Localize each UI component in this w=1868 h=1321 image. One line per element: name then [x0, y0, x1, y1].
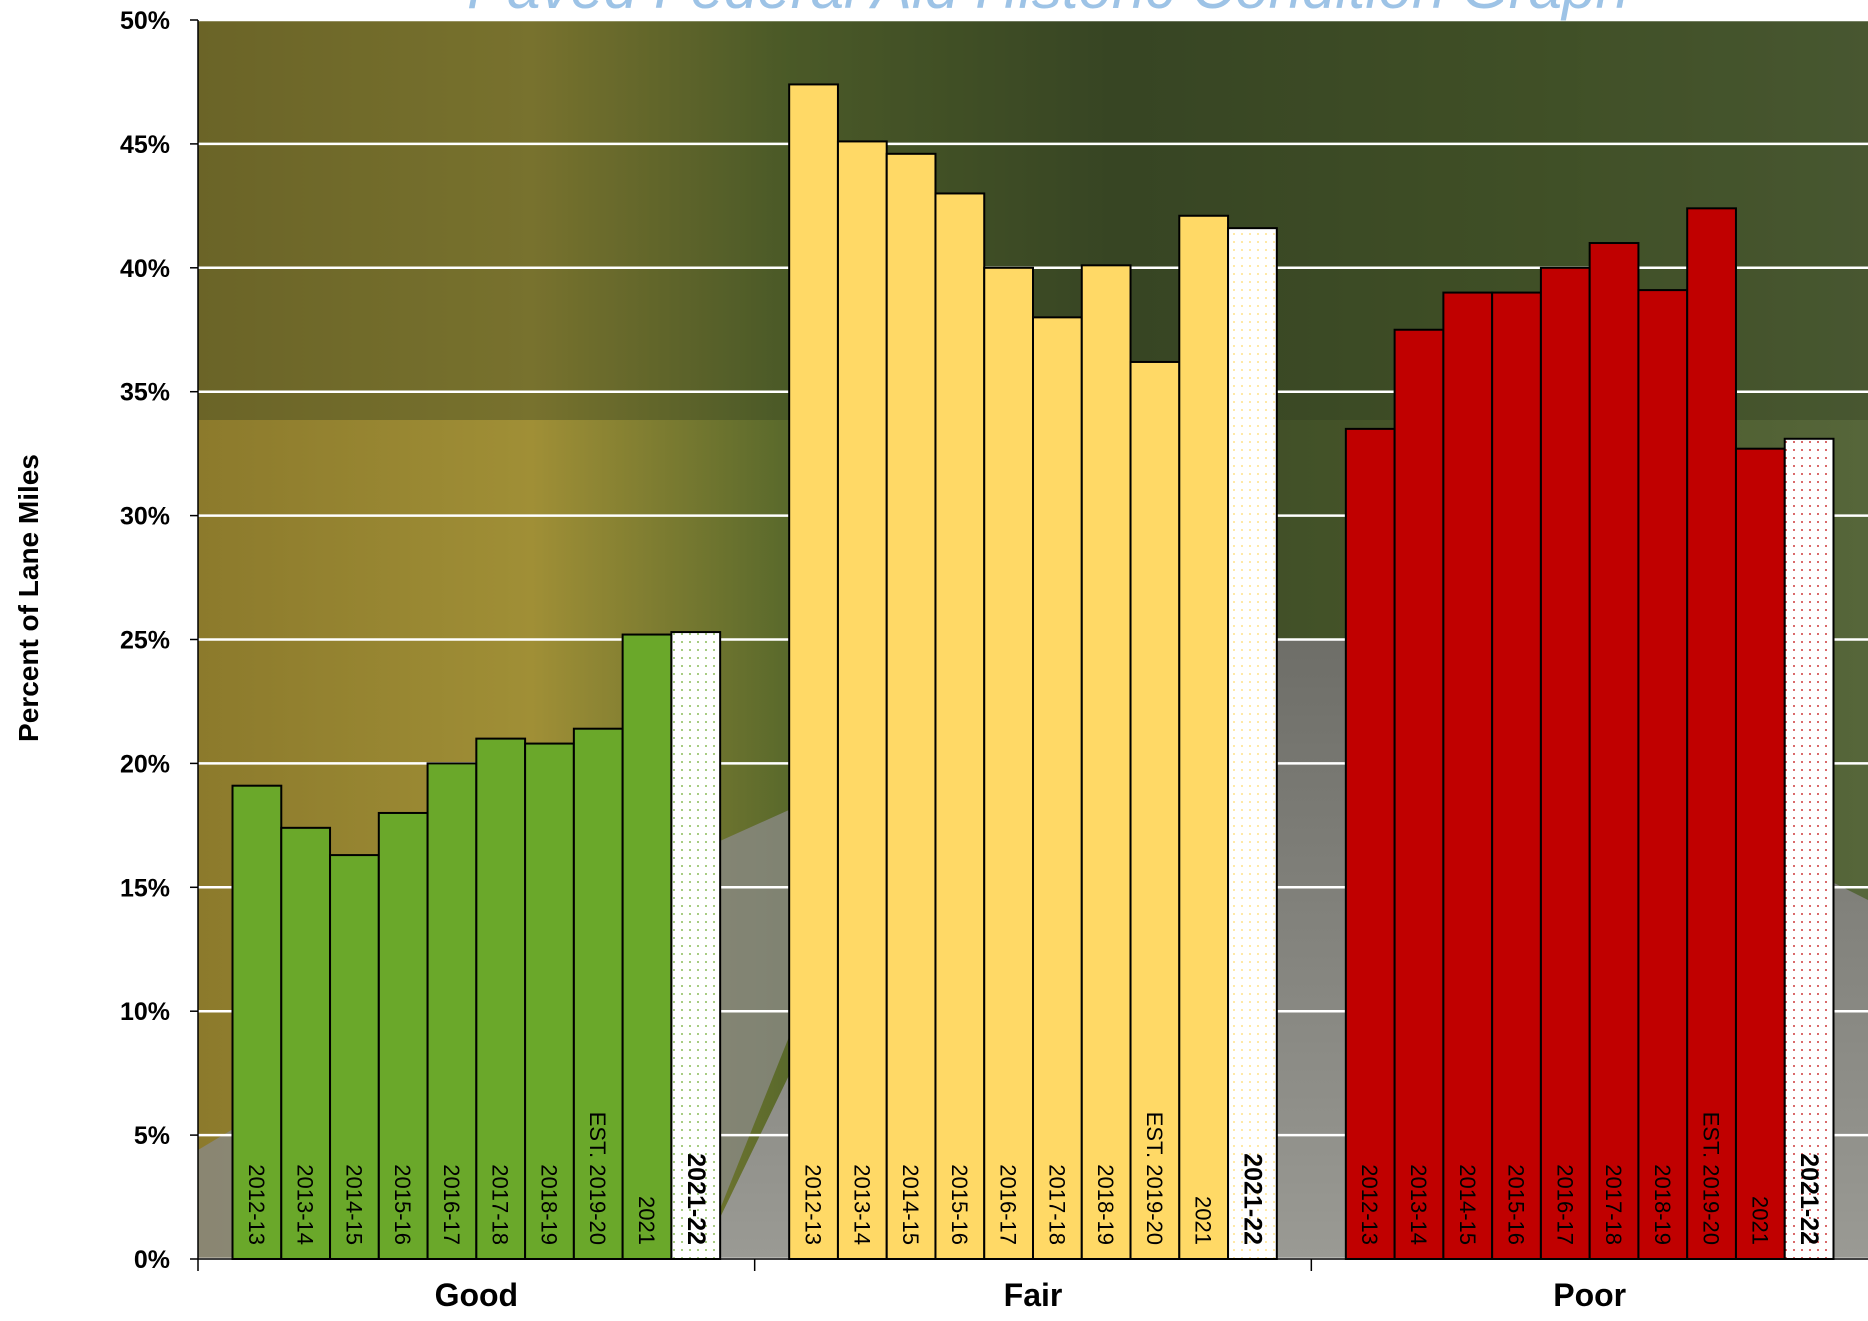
bar-label: 2015-16 — [947, 1164, 972, 1245]
bar — [1539, 266, 1591, 1260]
y-tick-label: 25% — [120, 627, 170, 655]
bar-label: 2014-15 — [341, 1164, 366, 1245]
bar — [1783, 437, 1835, 1261]
y-tick-label: 0% — [134, 1246, 170, 1274]
category-label: Fair — [1004, 1277, 1063, 1313]
bar — [934, 192, 986, 1261]
y-tick-label: 50% — [120, 7, 170, 35]
bar — [670, 631, 722, 1260]
bar — [1227, 227, 1278, 1261]
bar — [1032, 316, 1083, 1260]
bar-label: 2015-16 — [390, 1164, 415, 1245]
bar-label: 2018-19 — [1093, 1164, 1118, 1245]
bar-label: 2018-19 — [1650, 1164, 1675, 1245]
bar — [329, 854, 380, 1260]
bar-label: 2021-22 — [1795, 1153, 1823, 1245]
y-tick-label: 5% — [134, 1122, 170, 1150]
bar — [983, 266, 1035, 1260]
bar — [1637, 289, 1689, 1260]
category-label: Poor — [1553, 1277, 1626, 1313]
bar-label: 2018-19 — [536, 1164, 561, 1245]
bar — [1178, 214, 1230, 1261]
bar-label: 2021 — [1747, 1196, 1772, 1245]
y-tick-label: 15% — [120, 874, 170, 902]
chart-title: Paved Federal Aid Historic Condition Gra… — [467, 0, 1629, 21]
bar — [524, 742, 575, 1260]
bar — [1588, 242, 1640, 1260]
bar-label: 2021 — [1191, 1196, 1216, 1245]
bar-label: EST. 2019-20 — [1142, 1112, 1167, 1245]
labels: 0% 5% 10% 15% 20% 25% 30% 35% 40% 45% 50% Good Fair P… — [120, 7, 1868, 1313]
bar — [231, 784, 283, 1261]
bar — [1491, 291, 1542, 1260]
bar — [1442, 291, 1494, 1260]
bar — [426, 762, 478, 1261]
category-label: Good — [435, 1277, 519, 1313]
bar-label: 2013-14 — [849, 1164, 874, 1245]
bar-label: 2013-14 — [293, 1164, 318, 1245]
bar-label: EST. 2019-20 — [1699, 1112, 1724, 1245]
bar — [1734, 447, 1786, 1261]
bar-label: 2014-15 — [898, 1164, 923, 1245]
bar — [621, 633, 673, 1260]
bar — [572, 727, 624, 1260]
bar-label: 2014-15 — [1455, 1164, 1480, 1245]
bar-label: 2017-18 — [1601, 1164, 1626, 1245]
bar-label: 2021-22 — [682, 1153, 710, 1245]
y-tick-label: 20% — [120, 750, 170, 778]
bar — [1080, 264, 1132, 1260]
y-tick-label: 45% — [120, 131, 170, 159]
bar — [836, 140, 888, 1260]
bar-label: EST. 2019-20 — [585, 1112, 610, 1245]
bar — [1393, 328, 1445, 1260]
bar-label: 2017-18 — [1044, 1164, 1069, 1245]
y-tick-label: 35% — [120, 379, 170, 407]
bar — [1686, 207, 1737, 1260]
bar-label: 2015-16 — [1504, 1164, 1529, 1245]
y-tick-label: 40% — [120, 255, 170, 283]
y-tick-label: 10% — [120, 998, 170, 1026]
bar-label: 2012-13 — [244, 1164, 269, 1245]
bar-label: 2016-17 — [996, 1164, 1021, 1245]
bar-label: 2021-22 — [1238, 1153, 1266, 1245]
bar — [885, 152, 937, 1260]
bar-label: 2021 — [634, 1196, 659, 1245]
bar — [377, 811, 429, 1261]
y-axis-label: Percent of Lane Miles — [13, 454, 44, 742]
bar — [280, 826, 332, 1260]
y-tick-label: 30% — [120, 503, 170, 531]
bar-label: 2016-17 — [439, 1164, 464, 1245]
bar-label: 2013-14 — [1406, 1164, 1431, 1245]
bar-label: 2012-13 — [801, 1164, 826, 1245]
bar-label: 2012-13 — [1357, 1164, 1382, 1245]
bar — [1344, 427, 1396, 1260]
bar — [788, 83, 839, 1261]
bar-label: 2016-17 — [1552, 1164, 1577, 1245]
bar-label: 2017-18 — [488, 1164, 513, 1245]
